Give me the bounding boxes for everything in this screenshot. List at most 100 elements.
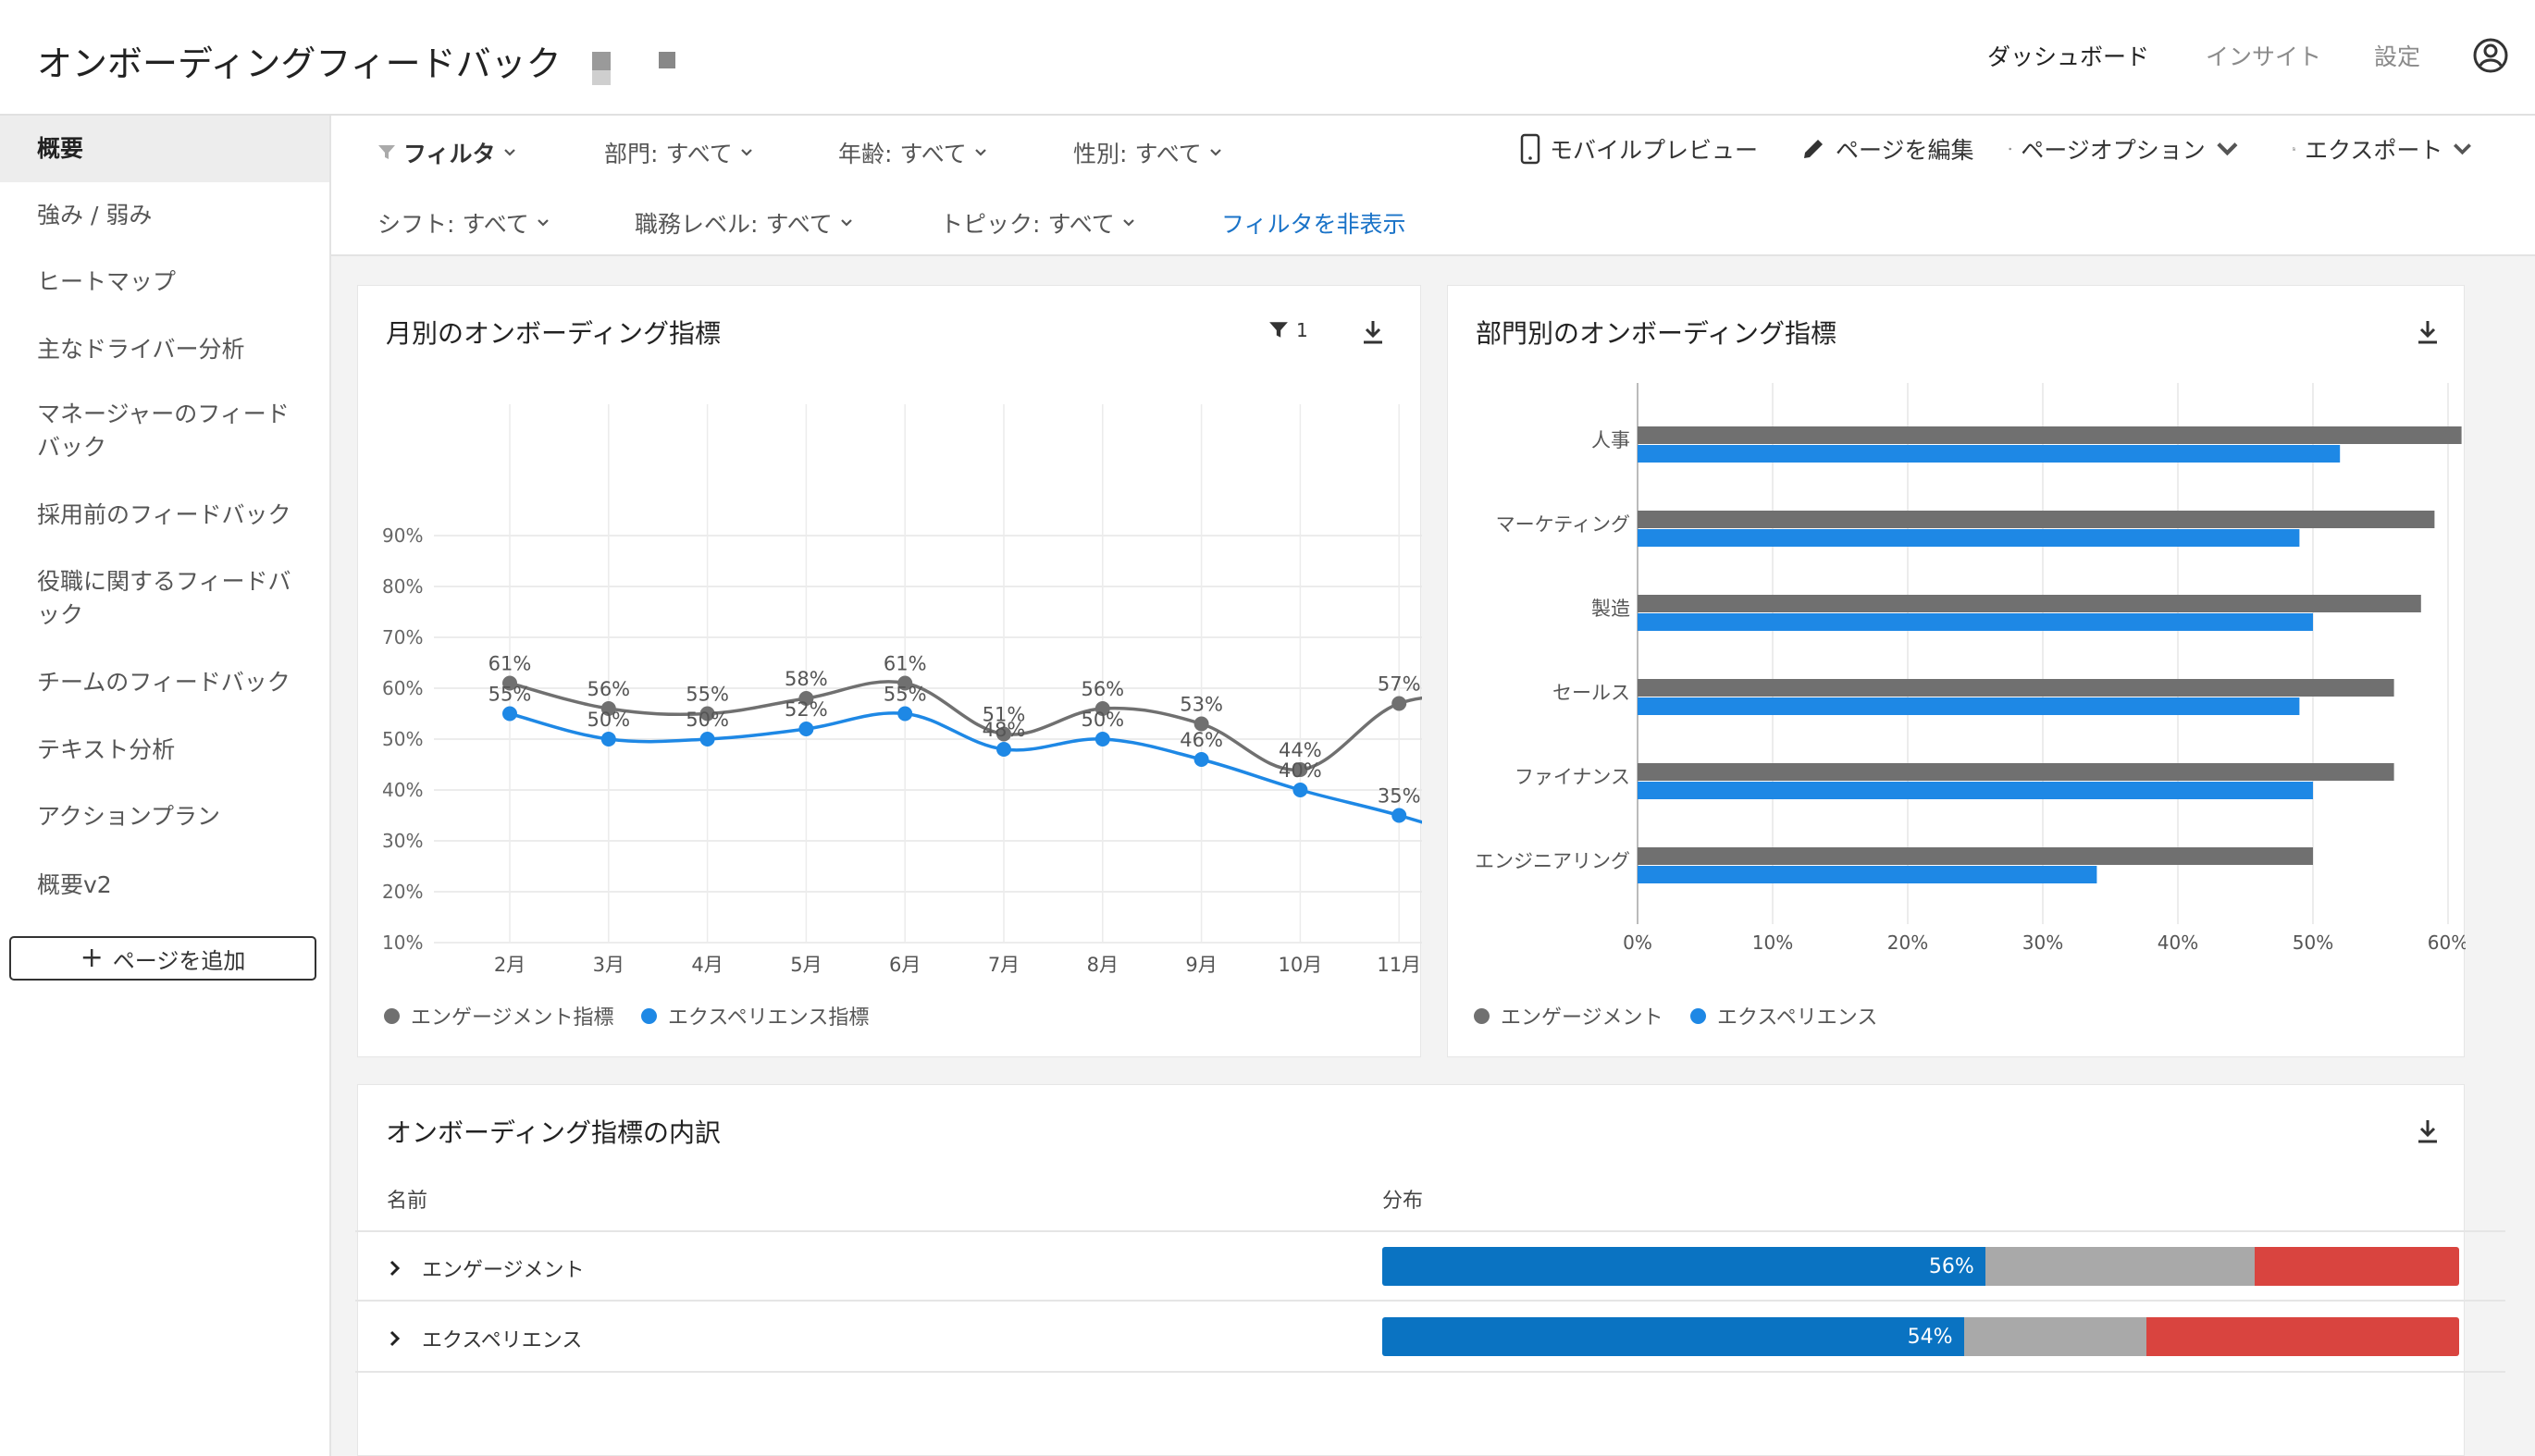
add-page-button[interactable]: + ページを追加 (9, 936, 316, 981)
x-tick-label: 0% (1623, 932, 1652, 954)
data-label: 50% (587, 709, 630, 731)
edit-page-button[interactable]: ページを編集 (1800, 132, 1974, 166)
card-title: 月別のオンボーディング指標 (386, 318, 722, 349)
x-tick-label: 7月 (988, 954, 1020, 976)
x-tick-label: 9月 (1185, 954, 1217, 976)
data-label: 35% (1378, 785, 1421, 808)
legend-label: エンゲージメント指標 (411, 1006, 614, 1030)
funnel-icon (378, 145, 395, 159)
filter-department[interactable]: 部門: すべて (604, 136, 753, 169)
bar (1638, 763, 2394, 781)
card-title: 部門別のオンボーディング指標 (1476, 318, 1837, 349)
data-label: 57% (1378, 673, 1421, 696)
y-tick-label: 70% (382, 626, 423, 648)
nav-insights[interactable]: インサイト (2206, 43, 2322, 70)
filter-job-level[interactable]: 職務レベル: すべて (635, 206, 853, 240)
sidebar-item-manager-feedback[interactable]: マネージャーのフィード バック (0, 398, 329, 464)
filter-menu-button[interactable]: フィルタ (377, 136, 516, 169)
y-tick-label: 90% (382, 524, 423, 547)
data-point (996, 742, 1011, 757)
filter-gender[interactable]: 性別: すべて (1073, 136, 1222, 169)
distribution-positive-segment: 56% (1382, 1247, 1985, 1286)
filter-age[interactable]: 年齢: すべて (838, 136, 987, 169)
chevron-right-icon (390, 1330, 401, 1347)
data-point (699, 732, 715, 747)
monthly-line-chart: 10% 20% 30% 40% 50% 60% 70% 80% 90% 2月 3月 4月 5月 6月 7月 8… (382, 404, 1422, 976)
pencil-icon (1804, 140, 1823, 158)
sidebar-item-team-feedback[interactable]: チームのフィードバック (37, 669, 291, 696)
bar (1638, 697, 2300, 715)
data-point (1193, 716, 1209, 732)
category-label: セールス (1552, 682, 1630, 704)
sidebar-item-prehire-feedback[interactable]: 採用前のフィードバック (37, 501, 291, 528)
data-point (600, 732, 616, 747)
sidebar-item-action-plan[interactable]: アクションプラン (37, 803, 221, 830)
y-tick-label: 80% (382, 575, 423, 598)
data-label: 61% (884, 653, 927, 675)
filter-key: 性別: (1073, 141, 1128, 167)
data-point (1292, 762, 1308, 777)
user-avatar-icon[interactable] (2472, 37, 2509, 74)
data-label: 44% (1279, 739, 1322, 761)
distribution-negative-segment (2254, 1247, 2459, 1286)
sidebar-item-drivers[interactable]: 主なドライバー分析 (37, 336, 245, 363)
legend-experience[interactable]: エクスペリエンス指標 (641, 1001, 869, 1030)
filter-value: すべて (899, 141, 967, 167)
x-tick-label: 8月 (1087, 954, 1119, 976)
download-icon[interactable] (2416, 1118, 2440, 1144)
export-button[interactable]: エクスポート (2293, 132, 2473, 166)
mobile-icon (1520, 133, 1540, 165)
chevron-down-icon (2217, 142, 2238, 155)
bar (1638, 595, 2421, 612)
chart-filter-indicator[interactable]: 1 (1268, 319, 1308, 341)
data-point (1292, 783, 1308, 797)
data-point (897, 675, 913, 691)
sidebar-item-overview-v2[interactable]: 概要v2 (37, 871, 112, 898)
data-label: 55% (686, 684, 729, 706)
chevron-down-icon (1122, 219, 1134, 227)
filter-key: 職務レベル: (635, 211, 759, 238)
sidebar-item-heatmap[interactable]: ヒートマップ (37, 268, 177, 295)
legend-engagement[interactable]: エンゲージメント指標 (384, 1001, 614, 1030)
category-label: 人事 (1591, 429, 1630, 451)
nav-settings[interactable]: 設定 (2374, 43, 2421, 70)
x-tick-label: 11月 (1377, 954, 1421, 976)
x-tick-label: 10月 (1279, 954, 1323, 976)
sidebar-item-role-feedback[interactable]: 役職に関するフィードバ ック (0, 565, 329, 632)
sidebar-item-strengths[interactable]: 強み / 弱み (37, 202, 153, 228)
edit-page-label: ページを編集 (1836, 137, 1974, 164)
x-tick-label: 20% (1887, 932, 1928, 954)
legend-label: エクスペリエンス指標 (668, 1006, 870, 1030)
data-label: 40% (1279, 759, 1322, 782)
data-label: 55% (884, 684, 927, 706)
sidebar-item-label: ック (37, 601, 84, 628)
filter-value: すべて (665, 141, 733, 167)
page-options-button[interactable]: ページオプション (2009, 132, 2240, 166)
title-square-icon (659, 52, 675, 68)
filter-value: すべて (765, 211, 833, 238)
download-icon[interactable] (1361, 319, 1385, 345)
category-label: エンジニアリング (1475, 850, 1630, 872)
filter-shift[interactable]: シフト: すべて (377, 206, 550, 240)
sidebar-item-overview[interactable]: 概要 (0, 116, 329, 182)
sidebar-item-text-analysis[interactable]: テキスト分析 (37, 736, 176, 763)
mobile-preview-label: モバイルプレビュー (1550, 137, 1759, 164)
table-row-engagement[interactable]: エンゲージメント (389, 1253, 585, 1283)
export-file-icon (2293, 147, 2295, 151)
legend-engagement[interactable]: エンゲージメント (1474, 1001, 1663, 1030)
legend-experience[interactable]: エクスペリエンス (1690, 1001, 1877, 1030)
app-title: オンボーディングフィードバック (37, 43, 562, 84)
download-icon[interactable] (2416, 319, 2440, 345)
hide-filters-link[interactable]: フィルタを非表示 (1221, 211, 1406, 238)
filter-topic[interactable]: トピック: すべて (940, 206, 1135, 240)
data-point (897, 706, 913, 722)
data-label: 50% (1081, 709, 1124, 731)
bar (1638, 426, 2462, 444)
bar (1638, 613, 2313, 631)
mobile-preview-button[interactable]: モバイルプレビュー (1520, 132, 1758, 166)
data-point (1193, 752, 1209, 767)
bar (1638, 847, 2313, 865)
data-point (502, 675, 517, 691)
nav-dashboard[interactable]: ダッシュボード (1987, 43, 2150, 70)
table-row-experience[interactable]: エクスペリエンス (389, 1324, 582, 1353)
